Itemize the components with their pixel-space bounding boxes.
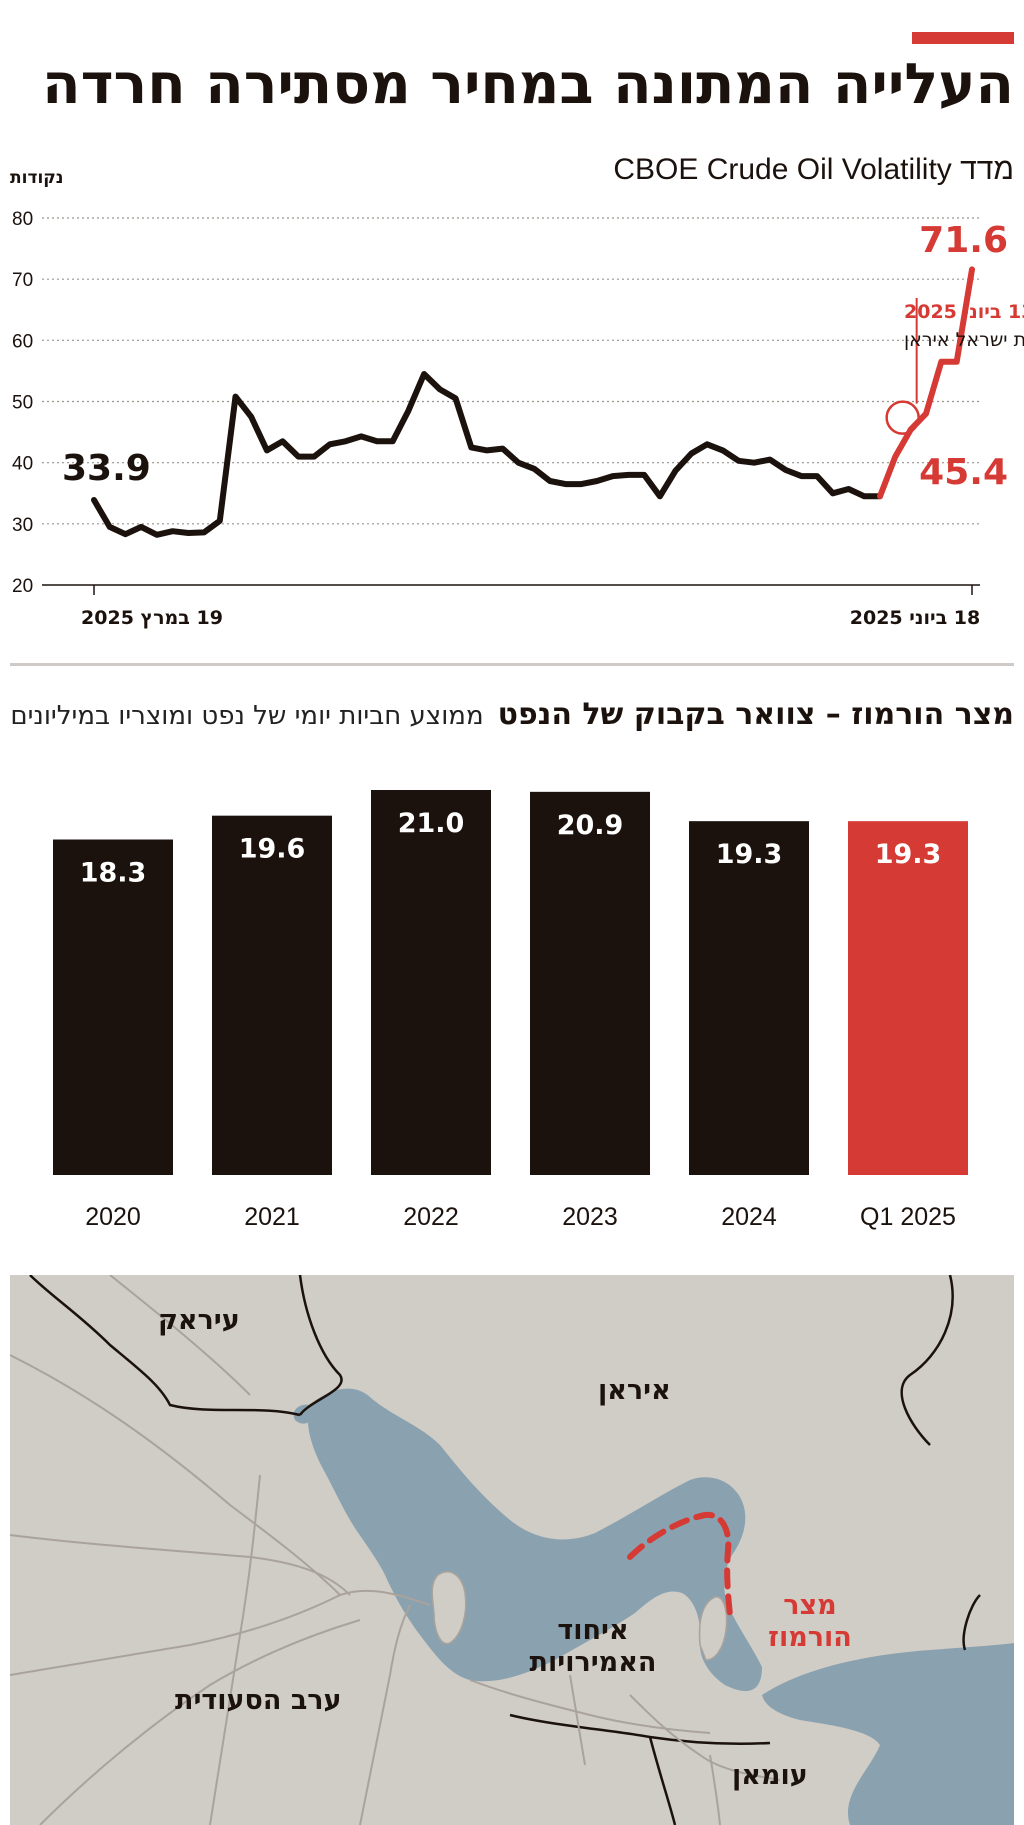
y-tick-label-40: 40 [12, 454, 33, 475]
start-value-label: 33.9 [62, 448, 151, 489]
y-tick-label-80: 80 [12, 209, 33, 230]
map-label-uae: איחוד האמירויות [518, 1615, 668, 1679]
bar-chart-header: מצר הורמוז – צוואר בקבוק של הנפט ממוצע חב… [10, 690, 1014, 740]
bar-2022 [371, 790, 491, 1175]
map-label-uae-line1: איחוד [557, 1615, 629, 1646]
bar-2021 [212, 815, 332, 1175]
map-musandam [698, 1596, 728, 1661]
map-persian-gulf [307, 1388, 762, 1692]
section-divider [10, 663, 1014, 666]
bar-category-label: 2023 [562, 1203, 618, 1231]
title-accent-bar [912, 32, 1014, 44]
y-tick-label-50: 50 [12, 393, 33, 414]
map-roads [10, 1275, 781, 1825]
bar-value-label: 19.6 [239, 834, 306, 865]
map-borders [29, 1275, 981, 1825]
bar-value-label: 19.3 [716, 839, 783, 870]
bar-value-label: 19.3 [875, 839, 942, 870]
x-tick-label-end: 18 ביוני 2025 [850, 607, 980, 629]
map-label-hormuz-line2: הורמוז [768, 1622, 852, 1653]
bar-category-label: 2022 [403, 1203, 459, 1231]
bar-chart-subtitle: ממוצע חביות יומי של נפט ומוצריו במיליוני… [10, 701, 484, 731]
line-chart-units: נקודות [10, 168, 64, 188]
region-map: עיראק איראן איחוד האמירויות ערב הסעודית … [10, 1275, 1014, 1825]
bar-category-label: 2024 [721, 1203, 777, 1231]
event-text-label: פרוץ מלחמת ישראל איראן [904, 329, 1024, 351]
event-date-label: 13 ביוני 2025 [904, 301, 1024, 323]
map-label-oman: עומאן [732, 1760, 808, 1791]
bar-Q1-2025 [848, 821, 968, 1175]
map-label-iran: איראן [598, 1375, 671, 1406]
event-value-label: 45.4 [919, 452, 1008, 493]
series-line-war [877, 266, 975, 500]
bar-chart: 18.3 2020 19.6 2021 21.0 2022 20.9 2023 19.3 2024… [53, 790, 968, 1231]
map-label-iraq: עיראק [158, 1305, 240, 1336]
series-line-pre-war [91, 371, 883, 538]
y-tick-label-20: 20 [12, 576, 33, 597]
x-tick-label-start: 19 במרץ 2025 [81, 607, 223, 629]
bar-2024 [689, 821, 809, 1175]
bar-category-label: Q1 2025 [860, 1203, 956, 1231]
bar-value-label: 21.0 [398, 808, 465, 839]
line-chart-title: מדד CBOE Crude Oil Volatility [613, 153, 1014, 186]
line-chart: 20 30 40 50 60 70 80 19 במרץ 2025 18 ביוני 2025 1… [12, 209, 1024, 629]
bar-2020 [53, 839, 173, 1175]
hormuz-shipping-route [627, 1511, 733, 1618]
bar-value-label: 20.9 [557, 810, 624, 841]
map-gulf-of-oman [762, 1643, 1014, 1825]
end-value-label: 71.6 [919, 220, 1008, 261]
map-label-hormuz-line1: מצר [783, 1590, 837, 1621]
map-qatar [431, 1571, 467, 1645]
y-tick-label-30: 30 [12, 515, 33, 536]
map-label-saudi: ערב הסעודית [175, 1685, 342, 1716]
bar-value-label: 18.3 [80, 858, 147, 889]
bar-category-label: 2020 [85, 1203, 141, 1231]
bar-2023 [530, 791, 650, 1175]
bar-category-label: 2021 [244, 1203, 300, 1231]
map-label-uae-line2: האמירויות [529, 1647, 657, 1678]
y-tick-label-70: 70 [12, 270, 33, 291]
map-label-hormuz: מצר הורמוז [755, 1590, 865, 1654]
y-tick-label-60: 60 [12, 331, 33, 352]
event-marker-circle [885, 400, 920, 435]
map-kuwait-bay [293, 1404, 316, 1424]
bar-chart-title: מצר הורמוז – צוואר בקבוק של הנפט [497, 697, 1014, 732]
page-title: העלייה המתונה במחיר מסתירה חרדה [42, 52, 1014, 117]
